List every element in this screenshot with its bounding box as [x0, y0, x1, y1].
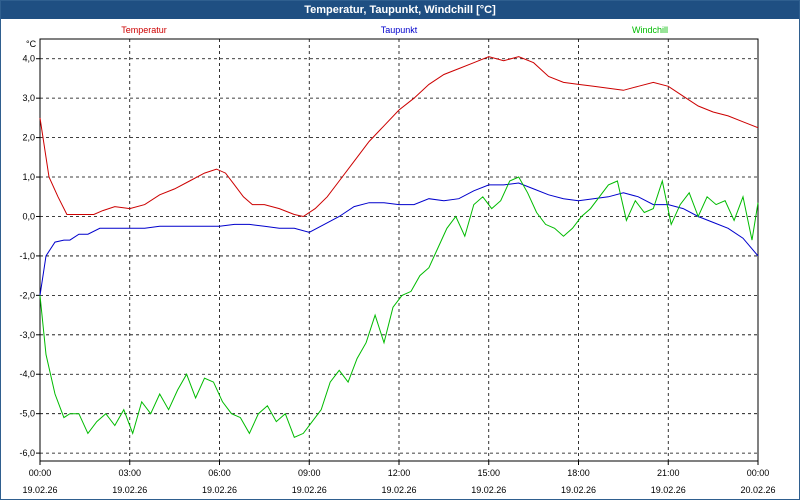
x-tick-date-label: 19.02.26: [381, 485, 416, 495]
y-tick-label: 2,0: [22, 133, 35, 143]
y-tick-label: 3,0: [22, 93, 35, 103]
y-tick-label: 4,0: [22, 54, 35, 64]
x-tick-time-label: 09:00: [298, 468, 321, 478]
x-tick-time-label: 18:00: [567, 468, 590, 478]
x-tick-time-label: 12:00: [388, 468, 411, 478]
series-line-temperatur: [39, 56, 759, 218]
x-tick-time-label: 03:00: [118, 468, 141, 478]
y-tick-label: -4,0: [19, 369, 35, 379]
y-tick-label: 1,0: [22, 172, 35, 182]
x-tick-date-label: 19.02.26: [202, 485, 237, 495]
y-tick-label: -2,0: [19, 290, 35, 300]
legend-windchill: Windchill: [632, 25, 668, 35]
x-tick-date-label: 20.02.26: [740, 485, 775, 495]
x-tick-date-label: 19.02.26: [22, 485, 57, 495]
series-line-taupunkt: [39, 182, 759, 296]
legend-temperatur: Temperatur: [121, 25, 167, 35]
y-tick-label: -5,0: [19, 409, 35, 419]
x-tick-time-label: 00:00: [747, 468, 770, 478]
y-tick-label: -6,0: [19, 448, 35, 458]
x-tick-date-label: 19.02.26: [112, 485, 147, 495]
legend-taupunkt: Taupunkt: [381, 25, 418, 35]
y-tick-label: 0,0: [22, 211, 35, 221]
x-tick-time-label: 21:00: [657, 468, 680, 478]
x-tick-date-label: 19.02.26: [292, 485, 327, 495]
y-axis-label: °C: [26, 39, 37, 49]
y-tick-label: -1,0: [19, 251, 35, 261]
y-tick-label: -3,0: [19, 330, 35, 340]
window-title: Temperatur, Taupunkt, Windchill [°C]: [1, 1, 799, 19]
x-tick-time-label: 00:00: [29, 468, 52, 478]
x-tick-date-label: 19.02.26: [651, 485, 686, 495]
x-tick-time-label: 15:00: [477, 468, 500, 478]
x-tick-date-label: 19.02.26: [561, 485, 596, 495]
x-tick-date-label: 19.02.26: [471, 485, 506, 495]
series-line-windchill: [39, 176, 759, 438]
x-tick-time-label: 06:00: [208, 468, 231, 478]
